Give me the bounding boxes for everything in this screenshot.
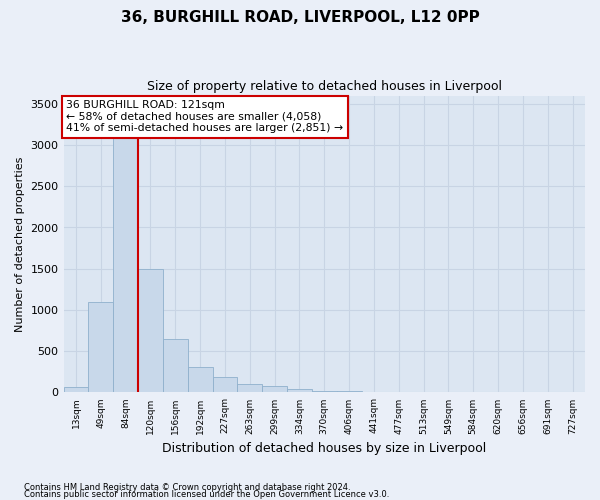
- Bar: [88, 302, 113, 392]
- Title: Size of property relative to detached houses in Liverpool: Size of property relative to detached ho…: [147, 80, 502, 93]
- Bar: [113, 112, 138, 392]
- Text: 36, BURGHILL ROAD, LIVERPOOL, L12 0PP: 36, BURGHILL ROAD, LIVERPOOL, L12 0PP: [121, 10, 479, 25]
- Text: 36 BURGHILL ROAD: 121sqm
← 58% of detached houses are smaller (4,058)
41% of sem: 36 BURGHILL ROAD: 121sqm ← 58% of detach…: [66, 100, 343, 133]
- Bar: [337, 391, 362, 392]
- Y-axis label: Number of detached properties: Number of detached properties: [15, 156, 25, 332]
- Bar: [262, 386, 287, 392]
- Bar: [238, 384, 262, 392]
- Bar: [287, 389, 312, 392]
- Bar: [138, 268, 163, 392]
- Bar: [212, 377, 238, 392]
- Bar: [312, 391, 337, 392]
- Bar: [163, 339, 188, 392]
- X-axis label: Distribution of detached houses by size in Liverpool: Distribution of detached houses by size …: [162, 442, 487, 455]
- Text: Contains public sector information licensed under the Open Government Licence v3: Contains public sector information licen…: [24, 490, 389, 499]
- Text: Contains HM Land Registry data © Crown copyright and database right 2024.: Contains HM Land Registry data © Crown c…: [24, 484, 350, 492]
- Bar: [64, 386, 88, 392]
- Bar: [188, 367, 212, 392]
